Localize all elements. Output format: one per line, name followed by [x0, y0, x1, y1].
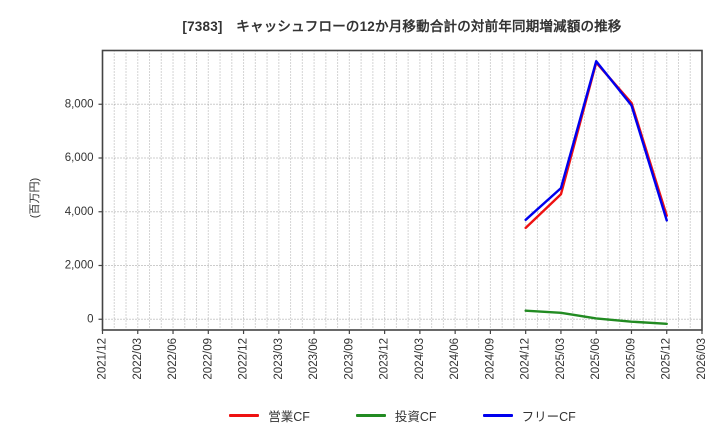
- svg-text:2025/06: 2025/06: [590, 338, 602, 380]
- svg-text:0: 0: [87, 313, 93, 325]
- legend-label-free-cf: フリーCF: [521, 410, 576, 424]
- operating-cf-line-swatch: [229, 414, 260, 417]
- axis-ticks: [98, 103, 703, 334]
- legend-label-operating-cf: 営業CF: [268, 410, 310, 424]
- legend-item-operating-cf: 営業CF: [229, 406, 310, 425]
- svg-text:2022/06: 2022/06: [167, 338, 179, 380]
- svg-text:2025/12: 2025/12: [661, 338, 673, 380]
- svg-text:2022/03: 2022/03: [132, 338, 144, 380]
- svg-text:4,000: 4,000: [65, 206, 94, 218]
- svg-text:2021/12: 2021/12: [97, 338, 109, 380]
- free-cf-line-swatch: [482, 414, 513, 417]
- svg-text:2026/03: 2026/03: [696, 338, 708, 380]
- legend-item-free-cf: フリーCF: [482, 406, 576, 425]
- investing-cf-line-swatch: [355, 414, 386, 417]
- x-tick-labels: 2021/12 2022/03 2022/06 2022/09 2022/12 2023/…: [97, 338, 709, 380]
- svg-text:2024/06: 2024/06: [449, 338, 461, 380]
- svg-text:2023/03: 2023/03: [273, 338, 285, 380]
- series-line-1: [524, 309, 668, 326]
- svg-text:6,000: 6,000: [65, 152, 94, 164]
- svg-text:2024/12: 2024/12: [520, 338, 532, 380]
- legend: 営業CF 投資CF フリーCF: [103, 406, 702, 425]
- legend-label-investing-cf: 投資CF: [394, 410, 437, 424]
- svg-text:2024/09: 2024/09: [484, 338, 496, 380]
- vertical-gridlines: [102, 50, 703, 330]
- horizontal-gridlines: [102, 103, 702, 320]
- plot-border: [101, 49, 703, 331]
- svg-text:2025/09: 2025/09: [625, 338, 637, 380]
- svg-text:2023/12: 2023/12: [379, 338, 391, 380]
- svg-text:2,000: 2,000: [65, 260, 94, 272]
- series-line-2: [524, 60, 668, 222]
- svg-text:2024/03: 2024/03: [414, 338, 426, 380]
- legend-item-investing-cf: 投資CF: [355, 406, 437, 425]
- y-tick-labels: 0 2,000 4,000 6,000 8,000: [65, 98, 94, 325]
- svg-text:8,000: 8,000: [65, 98, 94, 110]
- svg-text:2022/09: 2022/09: [202, 338, 214, 380]
- svg-text:2025/03: 2025/03: [555, 338, 567, 380]
- svg-text:2023/09: 2023/09: [343, 338, 355, 380]
- svg-text:2023/06: 2023/06: [308, 338, 320, 380]
- chart-title: [7383] キャッシュフローの12か月移動合計の対前年同期増減額の推移: [182, 19, 622, 34]
- svg-text:2022/12: 2022/12: [238, 338, 250, 380]
